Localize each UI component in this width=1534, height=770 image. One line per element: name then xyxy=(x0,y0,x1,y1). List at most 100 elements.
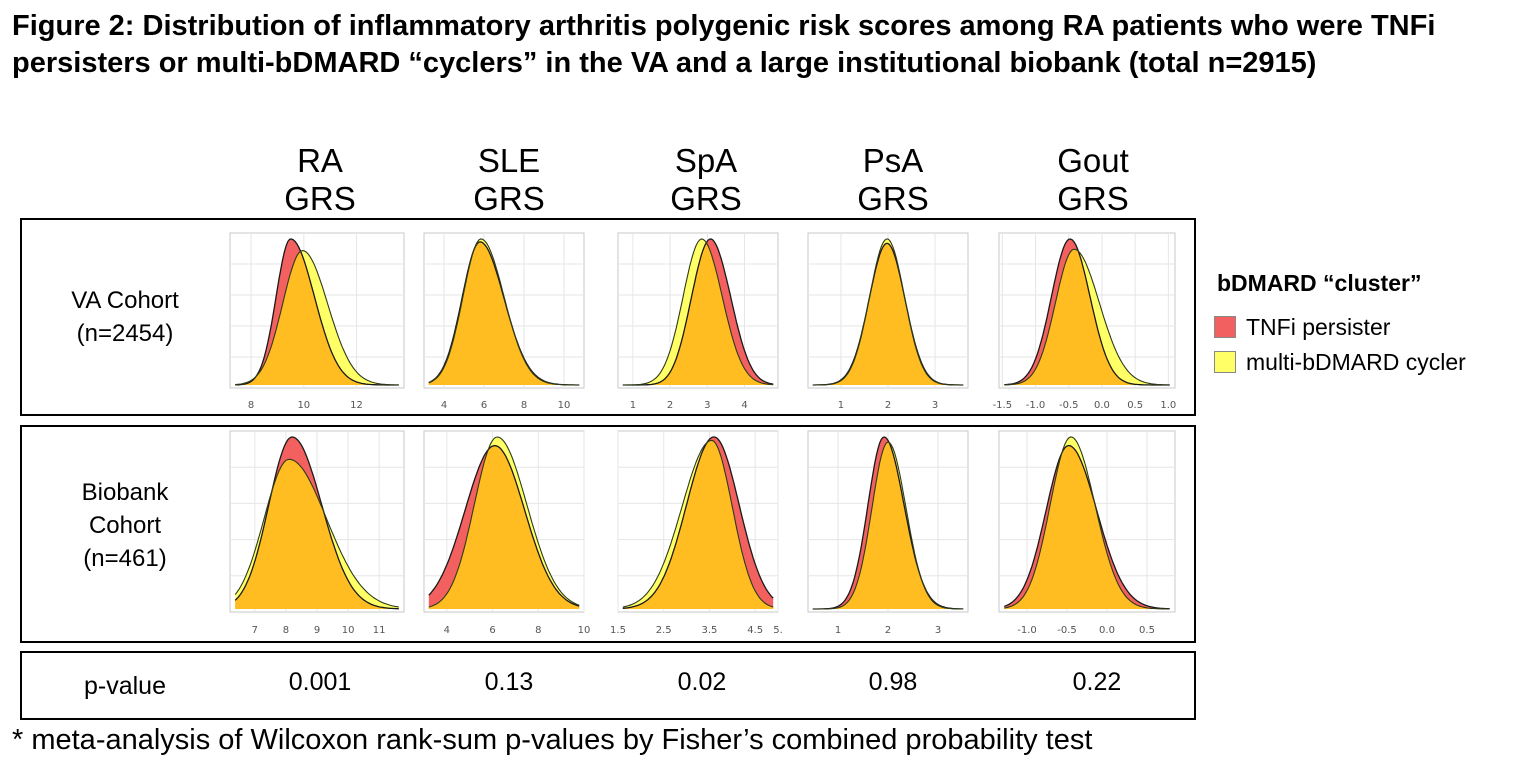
column-header-line1: Gout xyxy=(1057,142,1129,179)
pvalue-psa: 0.98 xyxy=(868,668,918,696)
column-header-psa: PsA GRS xyxy=(818,142,968,218)
density-panel-biobank-3: 1.5 2.5 3.5 4.5 5. xyxy=(610,430,783,636)
density-line-tnfi-persister xyxy=(234,436,399,610)
axis-tick-label: 0.5 xyxy=(1139,625,1155,636)
density-line-multi-bdmard-cycler xyxy=(1004,436,1170,610)
axis-tick-label: 1.5 xyxy=(610,625,626,636)
axis-tick-label: 7 xyxy=(252,625,258,636)
axis-tick-label: 9 xyxy=(314,625,320,636)
row-label-line2: Cohort xyxy=(88,512,162,539)
figure-title: Figure 2: Distribution of inflammatory a… xyxy=(12,10,1436,79)
axis-tick-label: 0.0 xyxy=(1094,400,1110,411)
density-line-multi-bdmard-cycler xyxy=(428,238,580,386)
axis-tick-label: -1.5 xyxy=(993,400,1013,411)
axis-tick-label: 10 xyxy=(342,625,355,636)
va-cohort-panel xyxy=(20,218,1196,416)
axis-tick-label: 8 xyxy=(521,400,527,411)
axis-tick-label: 11 xyxy=(373,625,386,636)
density-line-multi-bdmard-cycler xyxy=(428,436,580,608)
axis-tick-label: 3 xyxy=(935,625,941,636)
density-line-multi-bdmard-cycler xyxy=(812,238,964,386)
density-panel-va-1: 8 10 12 xyxy=(229,232,405,411)
density-panel-biobank-5: -1.0 -0.5 0.0 0.5 xyxy=(998,430,1176,636)
axis-tick-label: -0.5 xyxy=(1057,625,1077,636)
density-line-tnfi-persister xyxy=(622,436,774,609)
density-area-overlap xyxy=(1004,445,1170,609)
density-line-tnfi-persister xyxy=(428,445,580,607)
pvalue-gout: 0.22 xyxy=(1072,668,1122,696)
legend-item-cycler: multi-bDMARD cycler xyxy=(1214,349,1466,376)
column-header-spa: SpA GRS xyxy=(631,142,781,218)
row-label-line2: (n=2454) xyxy=(76,320,174,347)
axis-tick-label: 4 xyxy=(441,400,447,411)
axis-tick-label: 6 xyxy=(481,400,487,411)
density-line-multi-bdmard-cycler xyxy=(622,238,774,386)
column-header-line2: GRS xyxy=(670,180,742,217)
density-line-tnfi-persister xyxy=(622,238,774,386)
legend-label: TNFi persister xyxy=(1246,314,1391,340)
density-area-overlap xyxy=(1004,249,1170,385)
density-area-overlap xyxy=(428,445,580,609)
density-area-overlap xyxy=(622,440,774,609)
axis-tick-label: 8 xyxy=(283,625,289,636)
axis-tick-label: 8 xyxy=(248,400,254,411)
row-label-line3: (n=461) xyxy=(83,545,167,572)
density-area-overlap xyxy=(812,243,964,385)
axis-tick-label: 10 xyxy=(578,625,591,636)
axis-tick-label: 10 xyxy=(297,400,310,411)
axis-tick-label: 4 xyxy=(741,400,747,411)
row-label-va-cohort: VA Cohort (n=2454) xyxy=(25,284,225,350)
axis-tick-label: 0.5 xyxy=(1127,400,1143,411)
density-line-multi-bdmard-cycler xyxy=(1004,248,1170,386)
column-header-ra: RA GRS xyxy=(245,142,395,218)
column-header-gout: Gout GRS xyxy=(1018,142,1168,218)
axis-tick-label: 2 xyxy=(885,400,891,411)
axis-tick-label: 4.5 xyxy=(747,625,763,636)
axis-tick-label: 1 xyxy=(630,400,636,411)
axis-tick-label: 3 xyxy=(704,400,710,411)
column-header-line1: SLE xyxy=(477,142,541,179)
axis-tick-label: 1 xyxy=(838,400,844,411)
column-header-line1: RA xyxy=(297,142,343,179)
legend-swatch-cycler xyxy=(1214,351,1236,373)
density-area-overlap xyxy=(235,251,399,385)
column-header-sle: SLE GRS xyxy=(434,142,584,218)
column-header-line2: GRS xyxy=(857,180,929,217)
density-line-multi-bdmard-cycler xyxy=(234,458,399,608)
axis-tick-label: 5. xyxy=(773,625,783,636)
axis-tick-label: 2 xyxy=(667,400,673,411)
density-panel-biobank-1: 7 8 9 10 11 xyxy=(229,430,405,636)
axis-tick-label: 2 xyxy=(885,625,891,636)
axis-tick-label: -0.5 xyxy=(1059,400,1079,411)
density-line-multi-bdmard-cycler xyxy=(812,441,964,610)
column-header-line1: SpA xyxy=(674,142,738,179)
density-panel-va-5: -1.5 -1.0 -0.5 0.0 0.5 1.0 xyxy=(993,232,1176,411)
density-line-tnfi-persister xyxy=(1004,238,1170,386)
column-header-line2: GRS xyxy=(284,180,356,217)
pvalue-spa: 0.02 xyxy=(677,668,727,696)
legend-label: multi-bDMARD cycler xyxy=(1246,349,1466,375)
pvalue-sle: 0.13 xyxy=(484,668,534,696)
density-area-overlap xyxy=(235,459,399,609)
density-panel-va-4: 1 2 3 xyxy=(807,232,969,411)
footnote: * meta-analysis of Wilcoxon rank-sum p-v… xyxy=(12,724,1093,756)
pvalue-label: p-value xyxy=(84,672,166,700)
legend-swatch-persister xyxy=(1214,316,1236,338)
axis-tick-label: -1.0 xyxy=(1026,400,1046,411)
axis-tick-label: 4 xyxy=(444,625,450,636)
row-label-biobank-cohort: Biobank Cohort (n=461) xyxy=(25,476,225,575)
axis-tick-label: 8 xyxy=(535,625,541,636)
density-line-tnfi-persister xyxy=(1004,444,1170,610)
column-header-line1: PsA xyxy=(862,142,924,179)
legend-title: bDMARD “cluster” xyxy=(1217,270,1422,296)
density-line-multi-bdmard-cycler xyxy=(622,439,774,608)
axis-tick-label: 12 xyxy=(350,400,363,411)
axis-tick-label: 1.0 xyxy=(1160,400,1176,411)
row-label-line1: Biobank xyxy=(81,479,169,506)
legend-item-persister: TNFi persister xyxy=(1214,314,1390,341)
column-header-line2: GRS xyxy=(1057,180,1129,217)
axis-tick-label: 3 xyxy=(932,400,938,411)
density-panel-biobank-2: 4 6 8 10 xyxy=(423,430,591,636)
axis-tick-label: 6 xyxy=(489,625,495,636)
